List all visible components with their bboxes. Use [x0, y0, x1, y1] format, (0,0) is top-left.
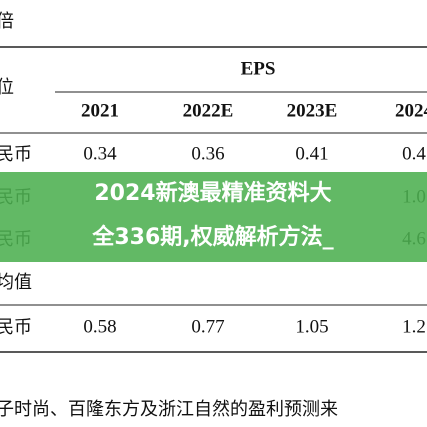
unit-label: 位	[0, 77, 14, 98]
cell: 0.58	[83, 316, 116, 337]
cell: 0.36	[191, 143, 224, 164]
column-header: 2023E	[287, 100, 338, 121]
top-label: 倍	[0, 11, 14, 32]
cell: 0.34	[83, 143, 117, 164]
cell: 0.41	[295, 143, 328, 164]
column-header: 2022E	[183, 100, 234, 121]
banner-bg	[0, 172, 427, 262]
row-label: 民币	[0, 317, 32, 338]
banner-line: 2024新澳最精准资料大	[94, 180, 331, 206]
cell: 0.4	[402, 143, 426, 164]
row-label: 民币	[0, 144, 32, 165]
cell: 1.05	[295, 316, 328, 337]
cell: 1.2	[402, 316, 426, 337]
section-label: 均值	[0, 272, 32, 293]
cell: 0.77	[191, 316, 224, 337]
group-header: EPS	[241, 58, 276, 79]
column-header: 2024	[395, 100, 427, 121]
column-header: 2021	[81, 100, 119, 121]
footnote: 子时尚、百隆东方及浙江自然的盈利预测来	[0, 399, 338, 420]
banner-line: 全336期,权威解析方法_	[91, 224, 333, 250]
